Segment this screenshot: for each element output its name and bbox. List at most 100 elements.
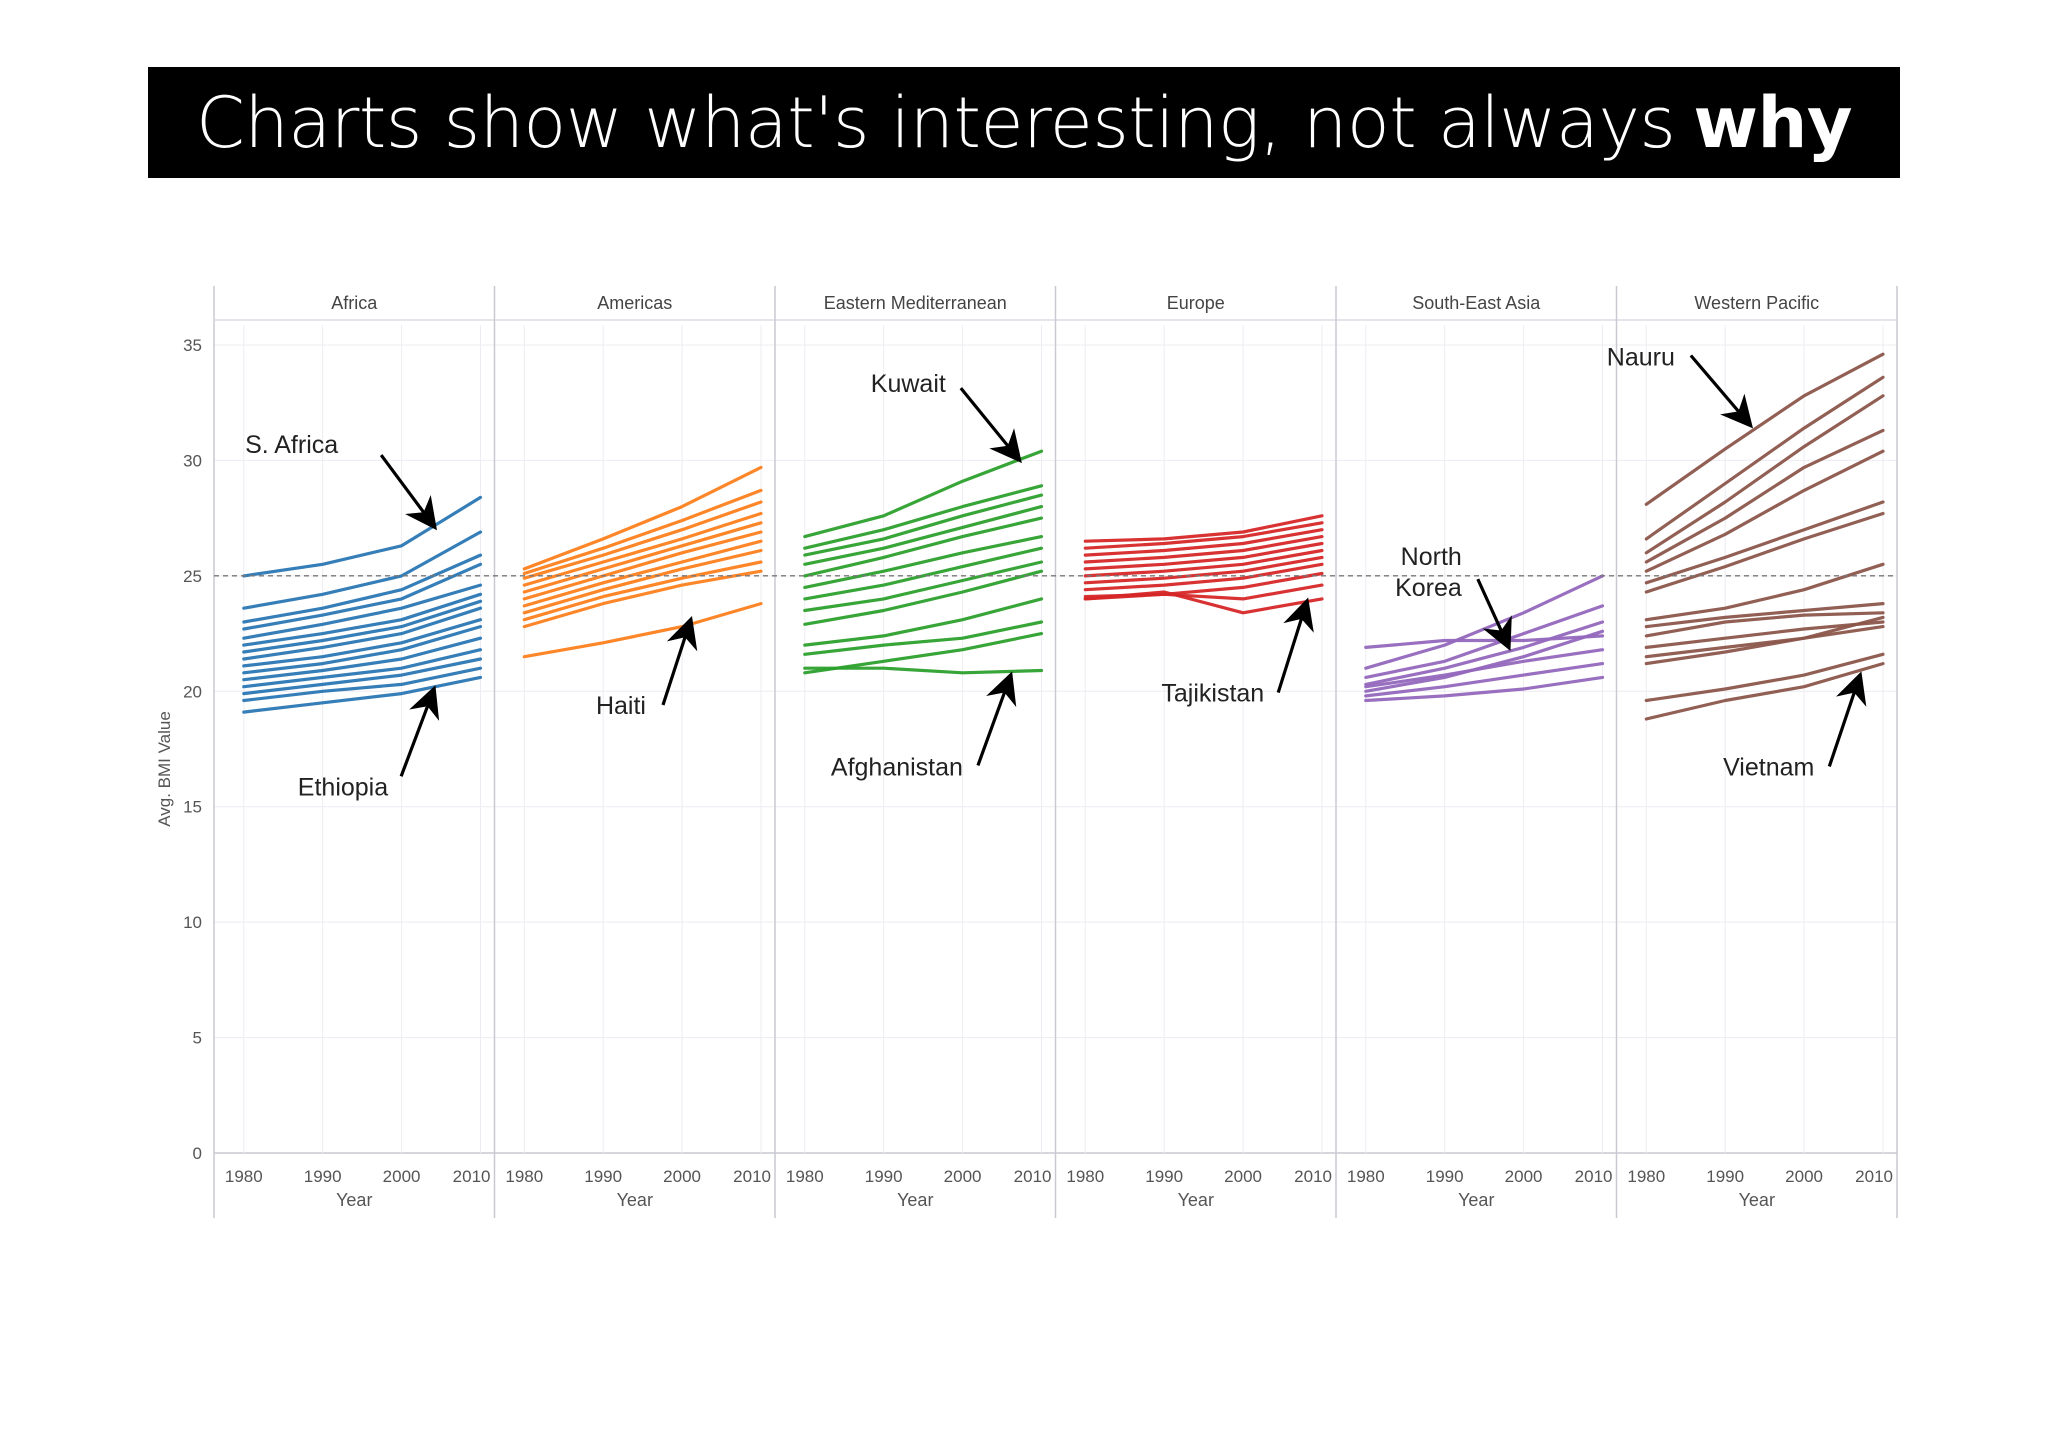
series-line (1364, 648, 1605, 689)
panel-africa: Africa 1980 1990 2000 2010 Year (225, 286, 496, 1218)
x-tick-label: 2000 (944, 1167, 982, 1186)
panel-eastern-mediterranean: Eastern Mediterranean 1980 1990 2000 2010 Yea… (786, 286, 1057, 1218)
series-line (242, 562, 483, 631)
annotation-s-africa: S. Africa (245, 431, 437, 531)
y-tick-label: 5 (193, 1029, 202, 1048)
x-tick-label: 1990 (1426, 1167, 1464, 1186)
series-line (803, 597, 1044, 647)
annotation-label: Afghanistan (831, 753, 963, 781)
series-line (1364, 620, 1605, 687)
series-line (522, 465, 763, 571)
x-axis-title: Year (1458, 1190, 1494, 1210)
x-tick-label: 2010 (1294, 1167, 1332, 1186)
x-tick-label: 2010 (1014, 1167, 1052, 1186)
series-line (1083, 534, 1324, 564)
x-axis-title: Year (1178, 1190, 1214, 1210)
series-line (1083, 555, 1324, 585)
series-line (1644, 562, 1885, 622)
series-line (522, 511, 763, 587)
annotation-label: Ethiopia (298, 773, 388, 801)
y-tick-label: 20 (183, 682, 202, 701)
series-line (1644, 449, 1885, 573)
series-line (522, 530, 763, 601)
x-tick-label: 2000 (383, 1167, 421, 1186)
series-line (242, 599, 483, 654)
series-line (1644, 500, 1885, 585)
series-line (242, 606, 483, 661)
annotation-label-line: Nauru (1607, 343, 1675, 371)
panel-western-pacific: Western Pacific 1980 1990 2000 2010 Year (1627, 286, 1898, 1218)
x-tick-label: 1980 (505, 1167, 543, 1186)
series-line (1083, 514, 1324, 543)
series-line (522, 569, 763, 629)
series-line-ethiopia (242, 675, 483, 714)
y-tick-label: 25 (183, 567, 202, 586)
annotation-label: Nauru (1607, 343, 1675, 371)
series-line (522, 548, 763, 615)
series-line (522, 488, 763, 576)
series-line (803, 631, 1044, 675)
annotation-arrow (1827, 671, 1867, 767)
annotation-label-line: Afghanistan (831, 753, 963, 781)
series-line (242, 636, 483, 682)
annotation-arrow (399, 685, 440, 777)
panel-south-east-asia: South-East Asia 1980 1990 2000 2010 Year (1347, 286, 1618, 1218)
series-line (1083, 583, 1324, 601)
annotation-nauru: Nauru (1607, 343, 1754, 429)
annotation-label: S. Africa (245, 431, 338, 459)
series-line (1644, 394, 1885, 555)
slide-title-emphasis: why (1693, 81, 1852, 164)
x-tick-label: 2000 (1224, 1167, 1262, 1186)
series-line (1083, 528, 1324, 557)
series-line (1083, 541, 1324, 571)
series-line (242, 592, 483, 647)
x-tick-label: 1990 (865, 1167, 903, 1186)
panel-header: Eastern Mediterranean (824, 293, 1007, 313)
annotation-label-line: Vietnam (1723, 753, 1814, 781)
panel-header: South-East Asia (1412, 293, 1541, 313)
x-tick-label: 1990 (584, 1167, 622, 1186)
x-tick-label: 2000 (663, 1167, 701, 1186)
series-line (522, 539, 763, 608)
series-line (242, 666, 483, 703)
series-line (803, 493, 1044, 557)
annotation-label: Haiti (596, 692, 646, 720)
series-line-s-africa (242, 495, 483, 578)
series-line (242, 624, 483, 675)
annotation-label-line: Tajikistan (1161, 680, 1264, 708)
annotation-arrow (1276, 597, 1314, 694)
series-line (242, 618, 483, 668)
annotation-arrow (976, 671, 1017, 766)
x-tick-label: 1990 (1145, 1167, 1183, 1186)
series-line (1083, 521, 1324, 550)
x-tick-label: 2000 (1785, 1167, 1823, 1186)
annotation-tajikistan: Tajikistan (1161, 597, 1314, 708)
series-line (1644, 611, 1885, 638)
annotation-label-line: Korea (1395, 574, 1462, 602)
series-line (803, 546, 1044, 601)
series-line (1644, 375, 1885, 541)
series-line (803, 505, 1044, 566)
y-tick-label: 15 (183, 798, 202, 817)
annotation-label-line: S. Africa (245, 431, 338, 459)
x-tick-label: 1980 (225, 1167, 263, 1186)
series-line (803, 484, 1044, 550)
y-axis-title: Avg. BMI Value (155, 711, 174, 827)
annotation-arrow (1689, 354, 1754, 429)
x-tick-label: 1980 (1627, 1167, 1665, 1186)
annotation-arrow (379, 454, 437, 531)
series-line (1083, 571, 1324, 599)
annotation-haiti: Haiti (596, 615, 698, 720)
x-tick-label: 1980 (1066, 1167, 1104, 1186)
series-line (242, 583, 483, 640)
series-line-kuwait (803, 449, 1044, 539)
annotation-north-korea: North Korea (1395, 543, 1512, 651)
annotation-label-line: Kuwait (871, 370, 946, 398)
y-tick-label: 35 (183, 336, 202, 355)
y-tick-label: 30 (183, 451, 202, 470)
annotation-arrow (1476, 578, 1512, 651)
x-axis-title: Year (1739, 1190, 1775, 1210)
annotation-label: Vietnam (1723, 753, 1814, 781)
series-line (1644, 428, 1885, 564)
x-tick-label: 2000 (1505, 1167, 1543, 1186)
